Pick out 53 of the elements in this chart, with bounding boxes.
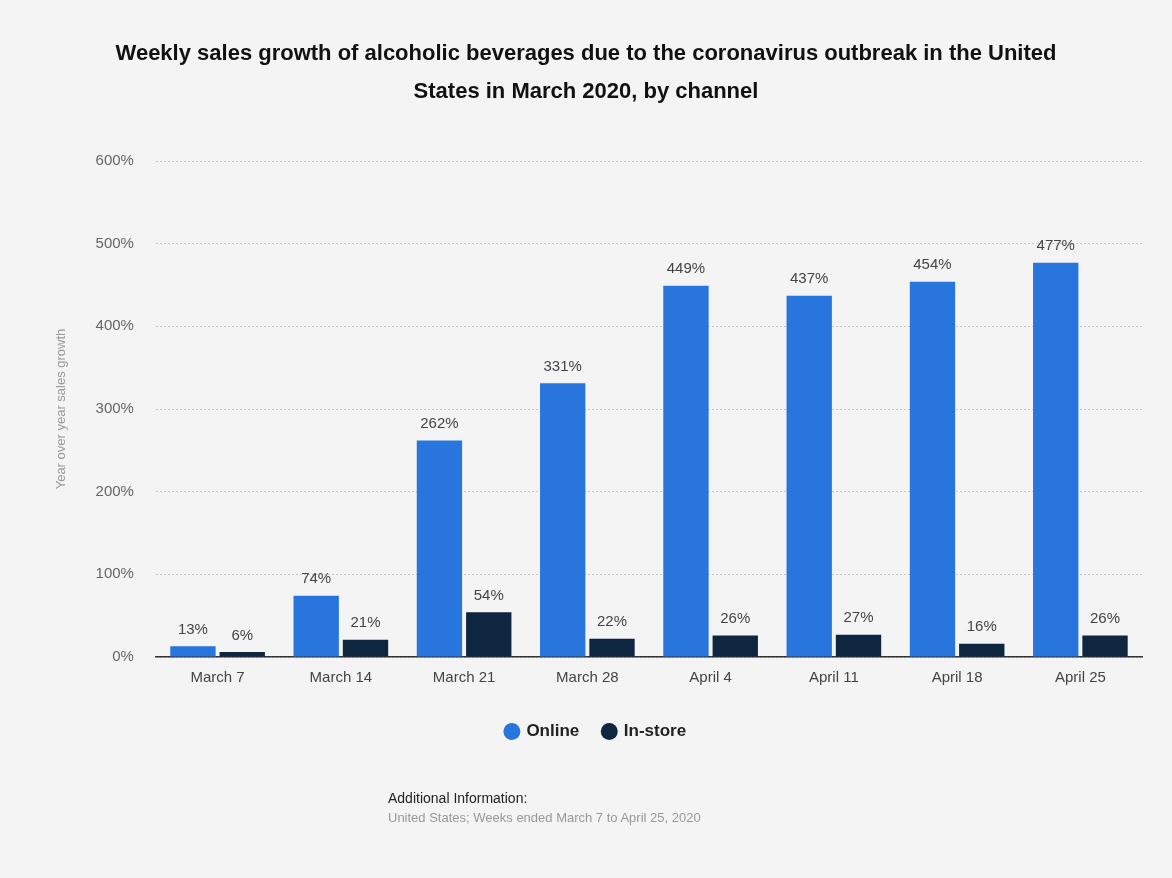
legend-label: In-store (623, 721, 687, 741)
data-label: 74% (301, 569, 332, 587)
bar (1033, 262, 1079, 657)
x-tick-label: March 14 (309, 668, 373, 686)
data-label: 22% (596, 612, 628, 630)
bar (959, 643, 1005, 657)
data-label: 13% (177, 619, 208, 637)
bar (589, 638, 635, 657)
data-label: 449% (666, 259, 706, 277)
y-tick-label: 0% (112, 647, 134, 665)
y-tick-label: 200% (95, 481, 134, 499)
x-tick-label: March 7 (190, 668, 245, 686)
data-label: 477% (1036, 236, 1075, 254)
x-tick-label: April 4 (689, 668, 732, 686)
data-label: 437% (790, 269, 829, 287)
bar (293, 595, 339, 657)
y-axis-title: Year over year sales growth (53, 328, 69, 490)
y-tick-label: 300% (95, 399, 134, 417)
data-label: 16% (966, 617, 997, 635)
bar (835, 634, 882, 657)
bar (466, 612, 512, 657)
data-label: 26% (1090, 609, 1121, 627)
x-tick-label: April 11 (808, 668, 859, 686)
bar (663, 285, 709, 657)
data-label: 26% (720, 609, 751, 627)
x-tick-label: March 21 (432, 668, 496, 686)
bar (712, 635, 758, 657)
bar (170, 646, 216, 657)
x-tick-label: March 28 (556, 668, 619, 686)
bar (219, 652, 265, 657)
data-label: 454% (913, 255, 952, 273)
bar (416, 440, 463, 657)
x-tick-label: April 25 (1054, 668, 1106, 686)
x-tick-label: April 18 (931, 668, 983, 686)
text: United States; Weeks ended March 7 to April 25, 2020 (388, 809, 701, 827)
legend-label: Online (526, 721, 580, 741)
data-label: 262% (420, 414, 459, 432)
bar (786, 295, 832, 657)
bar (1082, 635, 1128, 657)
data-label: 6% (231, 625, 254, 643)
data-label: 27% (843, 608, 874, 626)
y-tick-label: 400% (95, 316, 134, 334)
bar (342, 639, 389, 657)
data-label: 54% (473, 586, 504, 603)
y-tick-label: 600% (95, 151, 134, 169)
y-tick-label: 100% (95, 564, 134, 582)
data-label: 21% (350, 613, 381, 631)
data-label: 331% (543, 357, 582, 375)
text: Additional Information: (388, 789, 529, 808)
y-tick-label: 500% (95, 233, 134, 251)
bar (909, 281, 956, 657)
chart-title: Weekly sales growth of alcoholic beverages due to the coronavirus outbreak in the United States in March 2020, by channel (114, 39, 1058, 105)
bar (540, 383, 586, 657)
